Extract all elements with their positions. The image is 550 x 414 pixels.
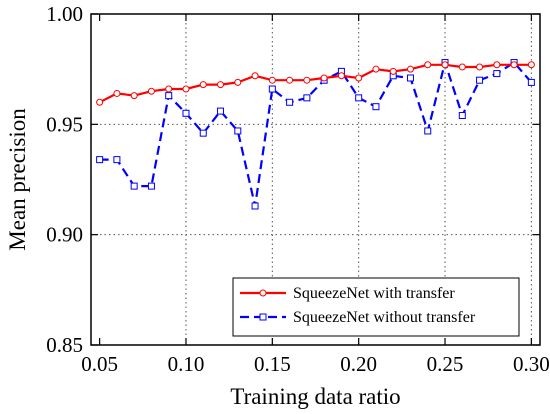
series-layer: [96, 59, 535, 210]
data-point: [303, 76, 311, 84]
data-point: [493, 70, 501, 78]
data-point: [113, 89, 121, 97]
data-point: [199, 81, 207, 89]
data-point: [251, 72, 259, 80]
series-line: [99, 63, 532, 104]
data-point: [199, 129, 207, 137]
data-point: [372, 103, 380, 111]
data-point: [406, 65, 414, 73]
data-point: [234, 78, 242, 86]
data-point: [458, 112, 466, 120]
data-point: [165, 85, 173, 93]
data-point: [251, 202, 259, 210]
data-point: [493, 61, 501, 69]
series-0: [96, 61, 535, 106]
x-tick-label: 0.25: [427, 352, 464, 376]
data-point: [96, 156, 104, 164]
legend-marker: [259, 313, 267, 321]
data-point: [406, 74, 414, 82]
data-point: [268, 76, 276, 84]
data-point: [510, 61, 518, 69]
y-tick-label: 0.90: [46, 223, 83, 247]
data-point: [476, 76, 484, 84]
series-1: [96, 59, 535, 210]
data-point: [527, 61, 535, 69]
data-point: [217, 81, 225, 89]
y-tick-label: 0.95: [46, 112, 83, 136]
data-point: [320, 74, 328, 82]
data-point: [458, 63, 466, 71]
x-tick-label: 0.20: [340, 352, 377, 376]
x-axis-label: Training data ratio: [230, 384, 400, 409]
data-point: [147, 182, 155, 190]
legend-label: SqueezeNet without transfer: [293, 309, 476, 326]
series-line: [99, 61, 533, 208]
y-tick-label: 0.85: [46, 333, 83, 357]
data-point: [182, 109, 190, 117]
x-tick-label: 0.30: [513, 352, 550, 376]
data-point: [389, 67, 397, 75]
y-axis-label: Mean precision: [5, 108, 30, 251]
data-point: [130, 182, 138, 190]
data-point: [165, 92, 173, 100]
data-point: [147, 87, 155, 95]
data-point: [234, 127, 242, 135]
data-point: [303, 94, 311, 102]
data-point: [130, 92, 138, 100]
plot-frame: [90, 13, 541, 346]
data-point: [96, 98, 104, 106]
data-point: [217, 107, 225, 115]
tick-labels: 0.05 0.10 0.15 0.20 0.25 0.30 0.85 0.90 0.95 1.00: [46, 2, 549, 376]
data-point: [268, 85, 276, 93]
data-point: [476, 63, 484, 71]
data-point: [527, 78, 535, 86]
data-point: [441, 61, 449, 69]
data-point: [182, 85, 190, 93]
axis-ticks: [91, 13, 540, 346]
data-point: [355, 94, 363, 102]
legend-items: SqueezeNet with transfer SqueezeNet witho…: [240, 285, 476, 326]
x-tick-label: 0.05: [81, 352, 118, 376]
data-point: [424, 127, 432, 135]
data-point: [372, 65, 380, 73]
data-point: [355, 74, 363, 82]
legend-box: [232, 277, 520, 337]
data-point: [286, 98, 294, 106]
data-point: [286, 76, 294, 84]
legend: SqueezeNet with transfer SqueezeNet witho…: [232, 277, 520, 337]
legend-label: SqueezeNet with transfer: [293, 285, 455, 302]
y-tick-label: 1.00: [46, 2, 83, 26]
legend-marker: [259, 289, 267, 297]
data-point: [113, 156, 121, 164]
x-tick-label: 0.10: [168, 352, 205, 376]
data-point: [424, 61, 432, 69]
x-tick-label: 0.15: [254, 352, 291, 376]
data-point: [337, 72, 345, 80]
